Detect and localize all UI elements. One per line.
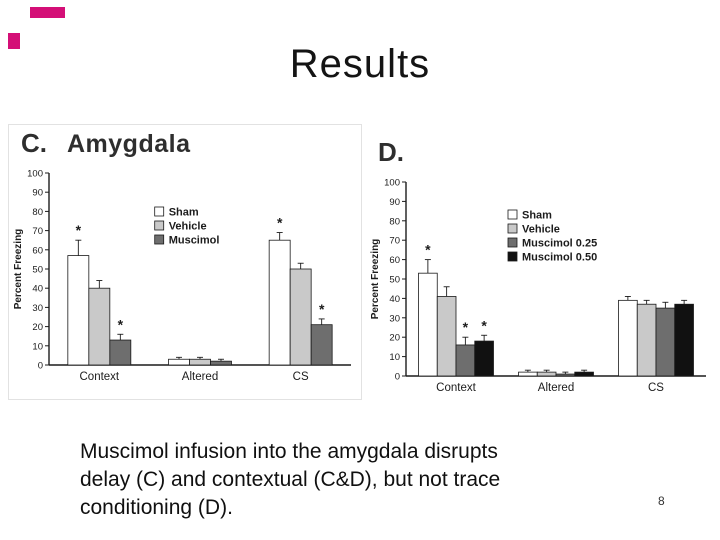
caption-line: conditioning (D).: [80, 496, 233, 519]
svg-text:*: *: [425, 242, 431, 258]
panel-label-c: C.: [21, 128, 47, 158]
svg-text:30: 30: [32, 303, 43, 314]
bar: [518, 371, 538, 377]
svg-text:*: *: [463, 319, 469, 335]
bar: [674, 303, 694, 377]
svg-text:50: 50: [32, 265, 43, 276]
bar: [310, 324, 333, 366]
bar: [436, 296, 457, 377]
chart-canvas: 0 10 20 30 40 50 60 70 80 90 100 Percent Freezing Co…: [13, 169, 351, 383]
svg-text:40: 40: [32, 284, 43, 295]
bar: [636, 303, 657, 377]
svg-text:80: 80: [32, 207, 43, 218]
chart-d-plot: 0 10 20 30 40 50 60 70 80 90 100 Percent Freezing Co…: [366, 170, 716, 410]
svg-text:Context: Context: [436, 382, 476, 394]
slide-accent-mark: [8, 33, 20, 49]
figure-d: D. 0 10 20 30 40 50 60 70 80 90 100 Percent Freezin…: [366, 134, 716, 410]
svg-text:40: 40: [389, 294, 400, 305]
svg-text:10: 10: [32, 341, 43, 352]
caption-line: delay (C) and contextual (C&D), but not …: [80, 468, 501, 491]
bar: [618, 299, 638, 377]
bar: [555, 373, 576, 377]
chart-c-title: Amygdala: [67, 130, 191, 158]
svg-text:*: *: [319, 301, 325, 317]
bar: [418, 272, 438, 377]
caption: Muscimol infusion into the amygdala disr…: [80, 438, 500, 522]
bar: [210, 360, 232, 366]
svg-text:30: 30: [389, 313, 400, 324]
bar: [574, 371, 594, 377]
bar: [189, 358, 211, 366]
svg-text:Vehicle: Vehicle: [522, 224, 560, 236]
bar: [474, 340, 494, 377]
chart-c-header: C. Amygdala: [9, 125, 361, 161]
svg-text:80: 80: [389, 216, 400, 227]
bar: [109, 339, 132, 366]
svg-text:Vehicle: Vehicle: [169, 221, 207, 233]
svg-text:Percent Freezing: Percent Freezing: [370, 239, 381, 320]
svg-text:Sham: Sham: [169, 207, 199, 219]
slide-title: Results: [289, 42, 431, 86]
panel-label-d: D.: [378, 137, 404, 167]
svg-text:0: 0: [395, 372, 400, 383]
svg-text:50: 50: [389, 275, 400, 286]
bar: [536, 371, 557, 377]
svg-text:100: 100: [27, 169, 43, 180]
svg-text:70: 70: [32, 226, 43, 237]
svg-text:Percent Freezing: Percent Freezing: [13, 229, 24, 310]
svg-text:0: 0: [38, 361, 43, 372]
bar: [655, 307, 676, 377]
svg-text:Muscimol: Muscimol: [169, 235, 220, 247]
bar: [67, 255, 90, 366]
svg-text:90: 90: [32, 188, 43, 199]
svg-text:Muscimol 0.25: Muscimol 0.25: [522, 238, 597, 250]
svg-text:*: *: [481, 317, 487, 333]
svg-text:CS: CS: [293, 371, 309, 383]
bar: [268, 239, 291, 366]
svg-text:60: 60: [389, 255, 400, 266]
svg-text:20: 20: [389, 333, 400, 344]
caption-line: Muscimol infusion into the amygdala disr…: [80, 440, 498, 463]
chart-canvas: 0 10 20 30 40 50 60 70 80 90 100 Percent Freezing Co…: [370, 178, 706, 394]
figure-c: C. Amygdala 0 10 20 30 40 50 60 70 80 90 100 Percen…: [8, 124, 362, 400]
svg-text:*: *: [118, 316, 124, 332]
svg-text:Muscimol 0.50: Muscimol 0.50: [522, 252, 597, 264]
svg-text:Altered: Altered: [538, 382, 574, 394]
svg-text:90: 90: [389, 197, 400, 208]
svg-text:10: 10: [389, 352, 400, 363]
svg-text:CS: CS: [648, 382, 664, 394]
svg-text:Sham: Sham: [522, 210, 552, 222]
slide-accent-mark: [30, 7, 65, 18]
bar: [88, 287, 111, 366]
svg-text:100: 100: [384, 178, 400, 189]
page-number: 8: [658, 494, 665, 508]
chart-c-plot: 0 10 20 30 40 50 60 70 80 90 100 Percent Freezing Co…: [9, 161, 361, 399]
svg-text:Altered: Altered: [182, 371, 218, 383]
svg-text:*: *: [76, 222, 82, 238]
svg-text:70: 70: [389, 236, 400, 247]
bar: [455, 344, 476, 377]
svg-text:60: 60: [32, 245, 43, 256]
svg-text:Context: Context: [80, 371, 120, 383]
svg-text:20: 20: [32, 322, 43, 333]
bar: [289, 268, 312, 366]
bar: [168, 358, 190, 366]
svg-text:*: *: [277, 215, 283, 231]
chart-d-header: D.: [366, 134, 716, 170]
